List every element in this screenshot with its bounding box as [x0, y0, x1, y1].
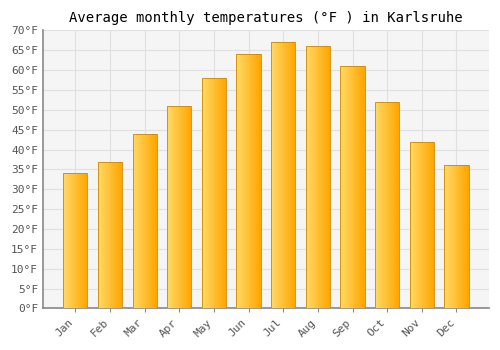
Bar: [375, 102, 400, 308]
Bar: [63, 174, 88, 308]
Bar: [444, 166, 468, 308]
Bar: [306, 46, 330, 308]
Bar: [271, 42, 295, 308]
Bar: [132, 134, 157, 308]
Bar: [340, 66, 364, 308]
Bar: [202, 78, 226, 308]
Bar: [167, 106, 192, 308]
Bar: [410, 142, 434, 308]
Bar: [98, 161, 122, 308]
Title: Average monthly temperatures (°F ) in Karlsruhe: Average monthly temperatures (°F ) in Ka…: [69, 11, 462, 25]
Bar: [236, 54, 260, 308]
